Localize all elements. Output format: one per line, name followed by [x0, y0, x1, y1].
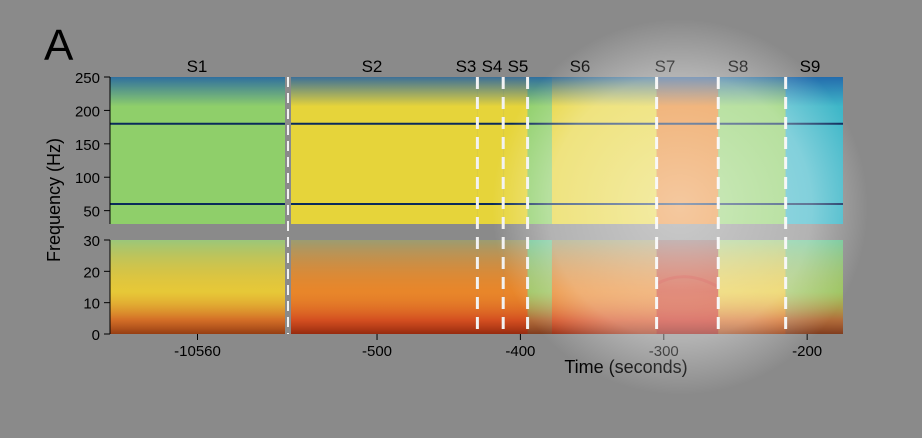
panel-label: A: [44, 21, 74, 70]
x-tick-label--10560: -10560: [174, 343, 221, 360]
y-tick-label-upper-50: 50: [83, 204, 100, 221]
lower-shading-0: [110, 240, 285, 334]
y-tick-label-upper-250: 250: [75, 70, 100, 87]
highlight-spotlight: [492, 19, 868, 395]
y-axis-label: Frequency (Hz): [44, 138, 64, 262]
stage-label-S3: S3: [456, 57, 477, 76]
stage-label-S5: S5: [508, 57, 529, 76]
stage-label-S2: S2: [362, 57, 383, 76]
y-tick-label-lower-30: 30: [83, 233, 100, 250]
y-tick-label-lower-10: 10: [83, 296, 100, 313]
x-tick-label--400: -400: [505, 343, 535, 360]
x-tick-label--500: -500: [362, 343, 392, 360]
upper-shading-0: [110, 77, 285, 224]
stage-label-S1: S1: [187, 57, 208, 76]
stage-label-S4: S4: [482, 57, 503, 76]
y-tick-label-upper-200: 200: [75, 103, 100, 120]
y-tick-label-upper-100: 100: [75, 170, 100, 187]
y-tick-label-lower-0: 0: [92, 327, 100, 344]
y-tick-label-lower-20: 20: [83, 264, 100, 281]
y-tick-label-upper-150: 150: [75, 137, 100, 154]
